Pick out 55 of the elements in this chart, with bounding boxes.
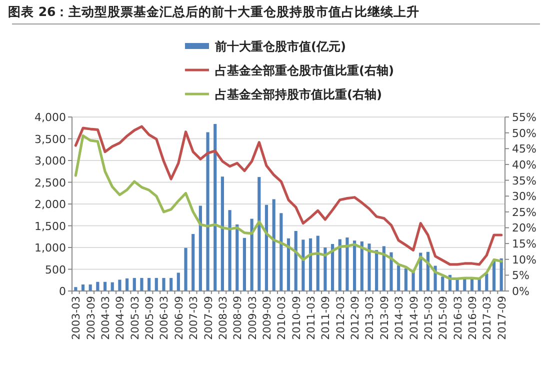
x-tick-label: 2010-09 [290, 296, 303, 340]
x-tick-label: 2015-09 [438, 296, 450, 340]
x-tick-label: 2017-03 [482, 296, 494, 340]
legend-label: 前十大重仓股市值(亿元) [214, 40, 346, 54]
x-tick-label: 2011-09 [320, 296, 332, 340]
x-tick-label: 2015-03 [422, 296, 435, 340]
x-tick-label: 2009-09 [261, 296, 274, 340]
x-tick-label: 2008-03 [217, 296, 230, 340]
y-tick-label: 3,000 [34, 154, 66, 168]
y2-tick-label: 15% [512, 238, 536, 251]
x-tick-label: 2008-09 [232, 296, 244, 340]
y2-tick-label: 20% [512, 222, 536, 235]
x-tick-label: 2006-03 [158, 296, 171, 340]
y-tick-label: 2,500 [34, 176, 66, 190]
x-tick-label: 2011-03 [306, 296, 318, 340]
y2-tick-label: 35% [512, 174, 536, 188]
x-tick-label: 2012-03 [334, 296, 347, 340]
y2-tick-label: 5% [512, 269, 530, 282]
y-tick-label: 3,500 [34, 132, 66, 146]
x-tick-label: 2003-03 [70, 296, 83, 340]
x-tick-label: 2007-03 [188, 296, 200, 340]
y2-tick-label: 25% [512, 206, 536, 219]
y-tick-label: 4,000 [34, 111, 66, 124]
x-tick-label: 2009-03 [246, 296, 259, 340]
y2-tick-label: 30% [512, 190, 536, 204]
legend-label: 占基金全部重仓股市值比重(右轴) [215, 64, 394, 78]
x-tick-label: 2014-09 [408, 296, 420, 340]
y-tick-label: 2,000 [34, 198, 66, 211]
x-tick-label: 2003-09 [85, 296, 98, 340]
y2-tick-label: 50% [512, 126, 536, 140]
y-tick-label: 500 [45, 263, 66, 276]
y-tick-label: 1,000 [34, 242, 66, 254]
x-tick-label: 2004-09 [114, 296, 127, 340]
y2-tick-label: 55% [512, 111, 536, 124]
x-tick-label: 2005-09 [144, 296, 156, 340]
x-tick-label: 2004-03 [100, 296, 112, 340]
x-tick-label: 2017-09 [496, 296, 508, 340]
x-tick-label: 2006-09 [173, 296, 186, 340]
y2-tick-label: 0% [512, 285, 530, 298]
y-tick-label: 0 [59, 285, 66, 298]
x-tick-label: 2013-03 [364, 296, 376, 340]
y2-tick-label: 40% [512, 158, 536, 172]
x-tick-label: 2010-03 [276, 296, 288, 340]
x-tick-label: 2012-09 [350, 296, 362, 340]
y2-tick-label: 45% [512, 142, 536, 156]
chart-title: 图表 26：主动型股票基金汇总后的前十大重仓股持股市值占比继续上升 [8, 4, 420, 19]
x-tick-label: 2007-09 [202, 296, 215, 340]
x-tick-label: 2013-09 [378, 296, 391, 340]
x-tick-label: 2005-03 [129, 296, 142, 340]
x-tick-label: 2014-03 [394, 296, 406, 340]
y-tick-label: 1,500 [34, 220, 66, 233]
x-tick-label: 2016-03 [452, 296, 464, 340]
legend-label: 占基金全部持股市值比重(右轴) [215, 88, 382, 102]
x-tick-label: 2016-09 [466, 296, 479, 340]
y2-tick-label: 10% [512, 253, 536, 266]
